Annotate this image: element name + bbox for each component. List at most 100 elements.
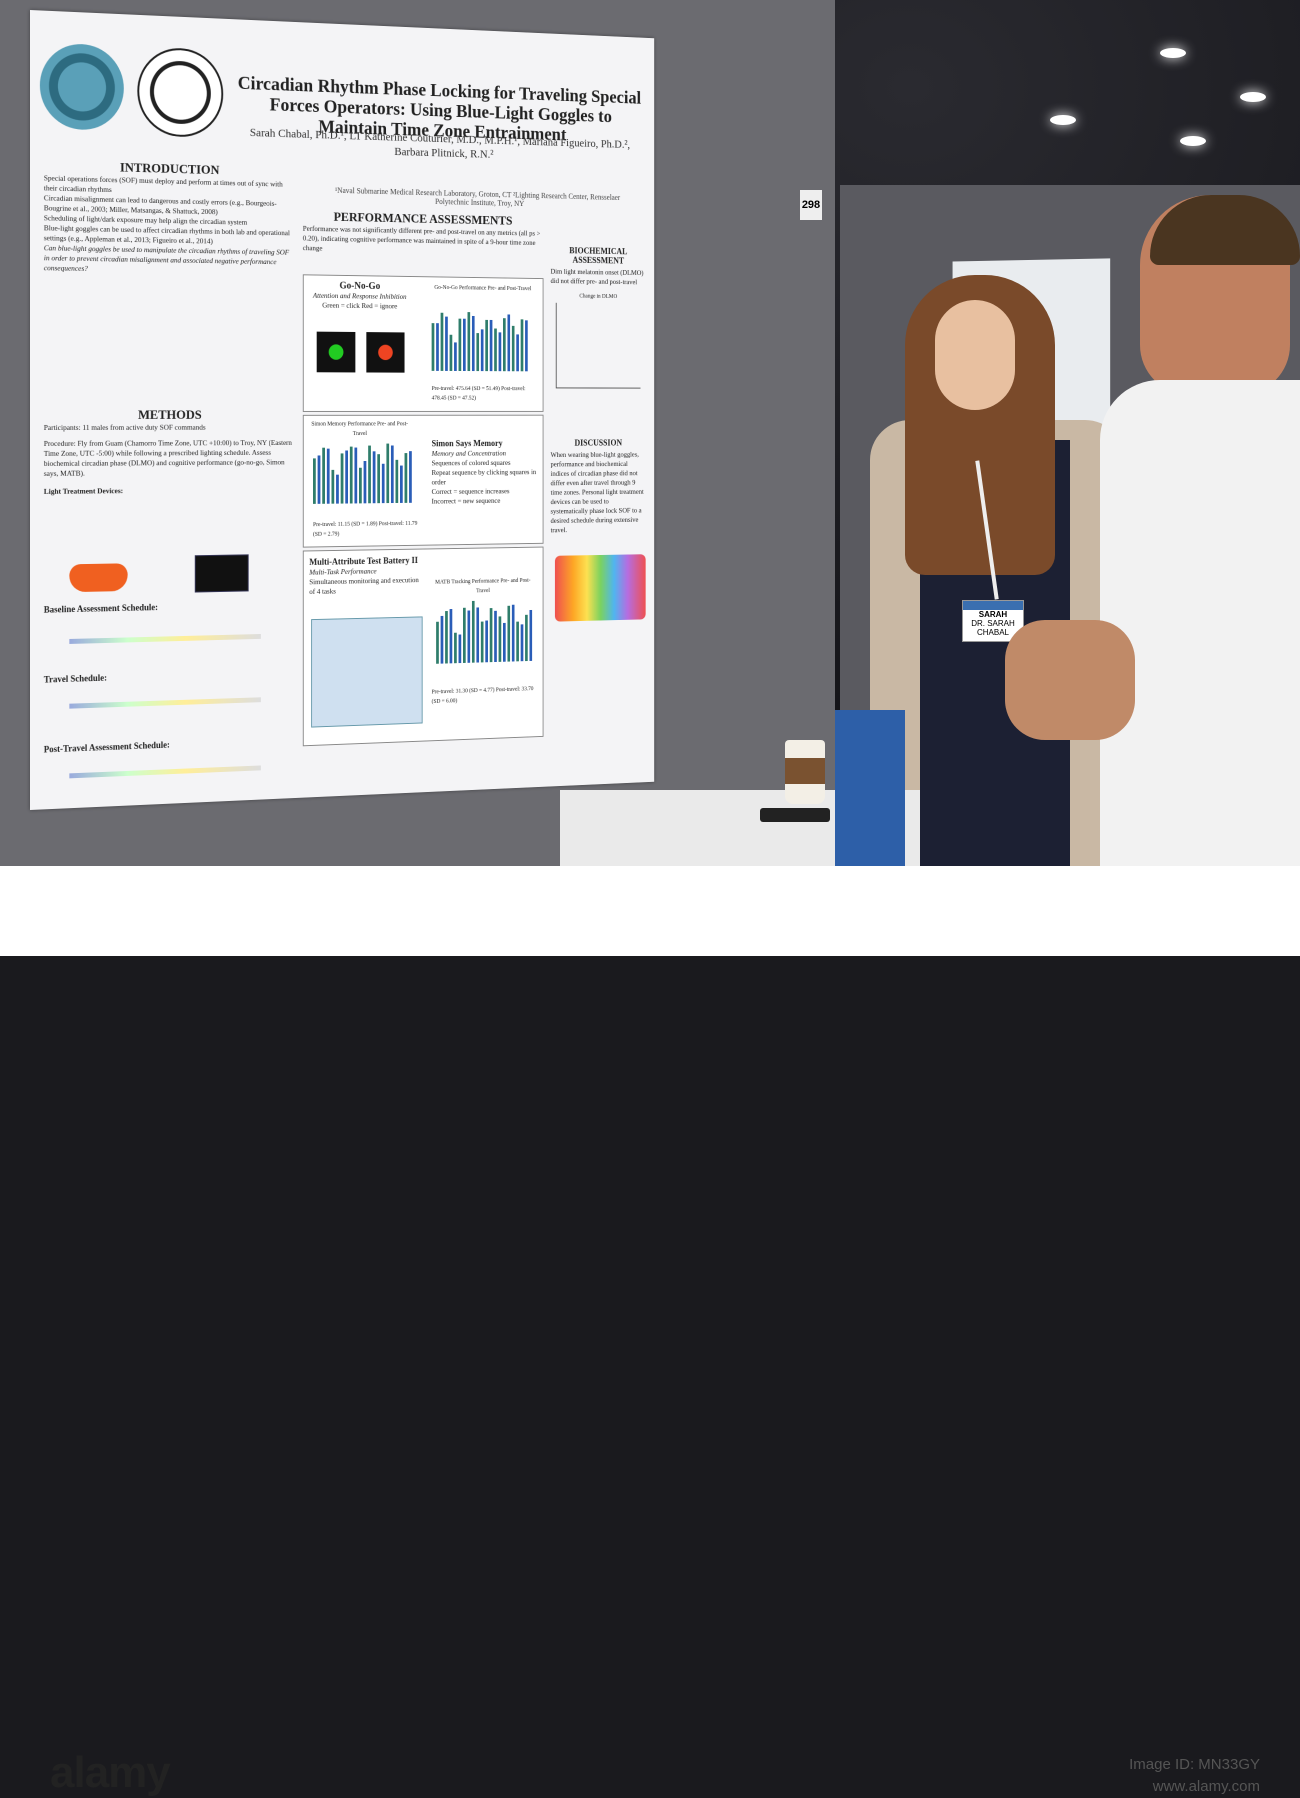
presenter-face	[935, 300, 1015, 410]
chart-bar-post	[490, 320, 493, 371]
chart-bar-pre	[341, 453, 344, 503]
matb-title: Multi-Attribute Test Battery II	[309, 555, 418, 567]
chart-bar-pre	[499, 616, 502, 662]
intro-question: Can blue-light goggles be used to manipu…	[44, 243, 293, 277]
biochemical-section: BIOCHEMICAL ASSESSMENT Dim light melaton…	[551, 245, 646, 390]
post-travel-label: Post-Travel Assessment Schedule:	[44, 735, 293, 754]
chart-bar-pre	[386, 444, 389, 504]
chart-bar-pre	[432, 323, 435, 371]
ceiling-light	[1180, 136, 1206, 146]
chart-bar-pre	[405, 453, 408, 503]
chart-bar-pre	[467, 312, 470, 371]
officer-hand	[1005, 620, 1135, 740]
simon-bullet: Incorrect = new sequence	[432, 496, 539, 507]
image-id: Image ID: MN33GY	[1129, 1754, 1260, 1776]
chart-bar-post	[327, 449, 330, 504]
travel-label: Travel Schedule:	[44, 667, 293, 684]
introduction-section: INTRODUCTION Special operations forces (…	[44, 160, 293, 277]
conference-scene: Circadian Rhythm Phase Locking for Trave…	[0, 0, 1300, 866]
chart-bar-post	[445, 317, 448, 371]
matb-chart	[436, 595, 532, 664]
blue-light-goggles-image	[195, 554, 249, 592]
chart-bar-pre	[441, 313, 444, 371]
chart-bar-pre	[313, 458, 316, 504]
chart-bar-pre	[472, 601, 475, 663]
chart-bar-post	[463, 319, 466, 371]
chart-bar-post	[391, 445, 394, 503]
go-no-go-panel: Go-No-Go Attention and Response Inhibiti…	[303, 274, 544, 412]
chart-bar-pre	[521, 319, 524, 371]
chart-bar-pre	[490, 608, 493, 662]
discussion-text: When wearing blue-light goggles, perform…	[551, 450, 646, 535]
chart-bar-post	[441, 616, 444, 664]
chart-bar-post	[450, 609, 453, 663]
officer-uniform	[1100, 380, 1300, 866]
chart-bar-pre	[459, 319, 462, 371]
chart-bar-post	[481, 329, 484, 371]
discussion-section: DISCUSSION When wearing blue-light goggl…	[551, 438, 646, 535]
simon-chart-title: Simon Memory Performance Pre- and Post-T…	[309, 420, 410, 439]
chart-bar-post	[512, 605, 515, 662]
badge-first-name: SARAH	[979, 610, 1007, 619]
chart-bar-pre	[445, 611, 448, 663]
poster-affiliation: ¹Naval Submarine Medical Research Labora…	[317, 186, 637, 211]
simon-title: Simon Says Memory	[432, 438, 503, 448]
chart-bar-post	[494, 611, 497, 662]
chart-bar-post	[503, 623, 506, 662]
chart-bar-post	[521, 624, 524, 661]
chart-bar-post	[485, 620, 488, 662]
chart-bar-pre	[322, 448, 325, 504]
gonogo-title: Go-No-Go	[340, 281, 381, 292]
chart-bar-post	[336, 475, 339, 504]
chart-bar-pre	[481, 622, 484, 663]
chart-bar-post	[409, 451, 412, 503]
chart-bar-pre	[494, 329, 497, 372]
green-stimulus	[317, 332, 356, 373]
chart-bar-post	[400, 466, 403, 503]
performance-summary: Performance was not significantly differ…	[303, 224, 542, 257]
simon-panel: Simon Memory Performance Pre- and Post-T…	[303, 415, 544, 548]
chart-bar-post	[436, 323, 439, 371]
methods-participants: Participants: 11 males from active duty …	[44, 423, 293, 433]
chart-bar-pre	[485, 320, 488, 371]
chart-bar-post	[354, 448, 357, 504]
chart-bar-pre	[507, 606, 510, 662]
chart-bar-post	[525, 320, 528, 371]
orange-goggles-image	[69, 563, 127, 592]
gonogo-labels: Green = click Red = ignore	[322, 301, 397, 311]
matb-chart-title: MATB Tracking Performance Pre- and Post-…	[432, 576, 534, 597]
chart-bar-post	[507, 314, 510, 371]
simon-subtitle: Memory and Concentration	[432, 449, 506, 458]
ceiling-light	[1050, 115, 1076, 125]
red-stimulus	[366, 332, 404, 373]
chart-bar-pre	[395, 460, 398, 503]
board-number: 298	[800, 190, 822, 220]
gonogo-subtitle: Attention and Response Inhibition	[313, 291, 407, 301]
chart-bar-post	[529, 610, 532, 661]
simon-bullet: Repeat sequence by clicking squares in o…	[432, 467, 539, 487]
badge-full-name: DR. SARAH CHABAL	[971, 619, 1015, 637]
chart-bar-post	[472, 316, 475, 371]
simon-stats: Pre-travel: 11.15 (SD = 1.89) Post-trave…	[313, 519, 423, 540]
matb-screenshot	[311, 616, 422, 727]
chart-bar-pre	[368, 446, 371, 504]
ceiling-light	[1160, 48, 1186, 58]
post-travel-schedule-bar	[69, 765, 261, 778]
chart-bar-pre	[454, 633, 457, 664]
chart-bar-pre	[377, 454, 380, 503]
chart-bar-pre	[436, 622, 439, 664]
chart-bar-pre	[450, 335, 453, 371]
chart-bar-post	[499, 332, 502, 371]
methods-heading: METHODS	[44, 410, 293, 420]
blue-table-skirt	[835, 710, 905, 866]
site-url: www.alamy.com	[1129, 1776, 1260, 1798]
chart-bar-post	[382, 464, 385, 503]
matb-bullet: Simultaneous monitoring and execution of…	[309, 575, 419, 597]
simon-chart	[313, 441, 412, 504]
chart-bar-post	[364, 461, 367, 503]
gonogo-chart	[432, 304, 528, 371]
gonogo-stats: Pre-travel: 475.64 (SD = 51.49) Post-tra…	[432, 384, 539, 403]
chart-bar-post	[454, 342, 457, 371]
alamy-logo: alamy	[50, 1748, 170, 1798]
chart-bar-post	[467, 610, 470, 662]
